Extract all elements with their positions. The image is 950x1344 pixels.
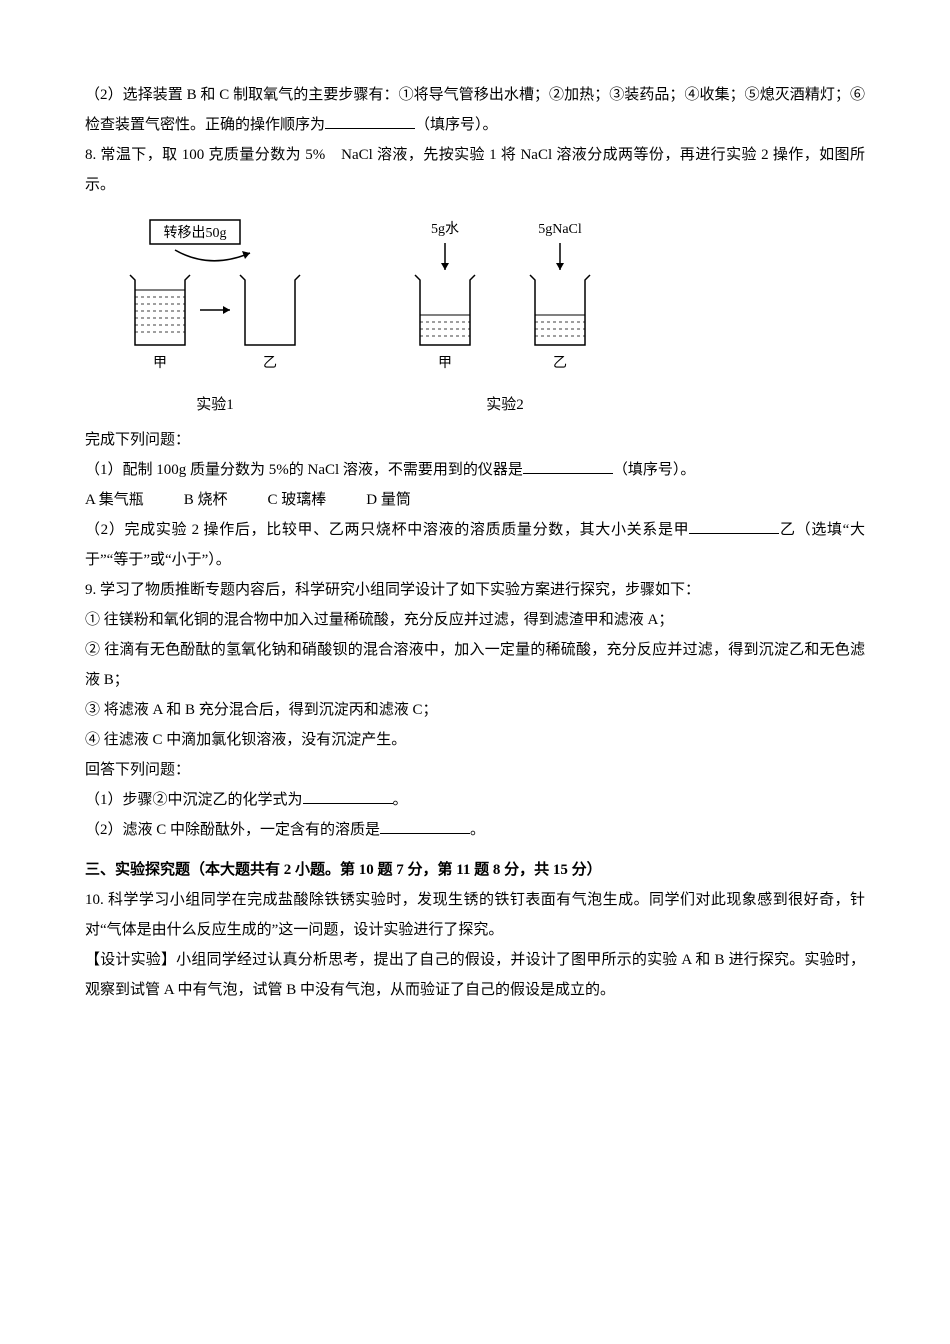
q9-p2-b: 。 bbox=[470, 822, 485, 838]
q8-followup: 完成下列问题： bbox=[85, 425, 865, 455]
q8-p2-blank[interactable] bbox=[689, 518, 779, 534]
q8-p1: （1）配制 100g 质量分数为 5%的 NaCl 溶液，不需要用到的仪器是 （填… bbox=[85, 455, 865, 485]
exp2-caption: 实验2 bbox=[486, 390, 524, 420]
q9-stem-text: 学习了物质推断专题内容后，科学研究小组同学设计了如下实验方案进行探究，步骤如下： bbox=[96, 582, 700, 598]
transfer-label: 转移出50g bbox=[164, 225, 227, 241]
q9-s3: ③ 将滤液 A 和 B 充分混合后，得到沉淀丙和滤液 C； bbox=[85, 695, 865, 725]
q9-p2-blank[interactable] bbox=[380, 818, 470, 834]
experiment-1: 转移出50g 甲 乙 bbox=[105, 215, 325, 420]
q9-s2: ② 往滴有无色酚酞的氢氧化钠和硝酸钡的混合溶液中，加入一定量的稀硫酸，充分反应并… bbox=[85, 635, 865, 695]
water-label: 5g水 bbox=[431, 221, 459, 237]
q9-p1-b: 。 bbox=[393, 792, 408, 808]
q9-answer-hdr: 回答下列问题： bbox=[85, 755, 865, 785]
q9-s1: ① 往镁粉和氧化铜的混合物中加入过量稀硫酸，充分反应并过滤，得到滤渣甲和滤液 A… bbox=[85, 605, 865, 635]
q8-p1-blank[interactable] bbox=[523, 458, 613, 474]
q10-design-hdr: 【设计实验】 bbox=[85, 952, 176, 968]
jia-label-1: 甲 bbox=[153, 356, 167, 371]
q7-part2: （2）选择装置 B 和 C 制取氧气的主要步骤有：①将导气管移出水槽；②加热；③… bbox=[85, 80, 865, 140]
q9-p1: （1）步骤②中沉淀乙的化学式为 。 bbox=[85, 785, 865, 815]
q10-stem-text: 科学学习小组同学在完成盐酸除铁锈实验时，发现生锈的铁钉表面有气泡生成。同学们对此… bbox=[85, 892, 865, 938]
yi-label-1: 乙 bbox=[263, 355, 277, 371]
q9-p2-a: （2）滤液 C 中除酚酞外，一定含有的溶质是 bbox=[85, 822, 380, 838]
q8-stem-text: 常温下，取 100 克质量分数为 5% NaCl 溶液，先按实验 1 将 NaC… bbox=[85, 147, 865, 193]
q7-blank[interactable] bbox=[325, 113, 415, 129]
exp2-svg: 5g水 5gNaCl 甲 乙 bbox=[385, 215, 625, 385]
q8-num: 8. bbox=[85, 147, 96, 163]
exp1-caption: 实验1 bbox=[196, 390, 234, 420]
q8-p1-b: （填序号）。 bbox=[613, 462, 696, 478]
experiment-2: 5g水 5gNaCl 甲 乙 bbox=[385, 215, 625, 420]
q8-diagrams: 转移出50g 甲 乙 bbox=[105, 215, 865, 420]
q9-p1-blank[interactable] bbox=[303, 788, 393, 804]
q7-part2-tail: （填序号）。 bbox=[415, 117, 498, 133]
q9-p1-a: （1）步骤②中沉淀乙的化学式为 bbox=[85, 792, 303, 808]
nacl-label: 5gNaCl bbox=[538, 222, 582, 237]
q10-design: 【设计实验】小组同学经过认真分析思考，提出了自己的假设，并设计了图甲所示的实验 … bbox=[85, 945, 865, 1005]
exp1-svg: 转移出50g 甲 乙 bbox=[105, 215, 325, 385]
opt-b: B 烧杯 bbox=[184, 485, 228, 515]
opt-d: D 量筒 bbox=[366, 485, 411, 515]
q10-num: 10. bbox=[85, 892, 104, 908]
q8-p2-a: （2）完成实验 2 操作后，比较甲、乙两只烧杯中溶液的溶质质量分数，其大小关系是… bbox=[85, 522, 689, 538]
q9-num: 9. bbox=[85, 582, 96, 598]
q10-design-body: 小组同学经过认真分析思考，提出了自己的假设，并设计了图甲所示的实验 A 和 B … bbox=[85, 952, 865, 998]
yi-label-2: 乙 bbox=[553, 355, 567, 371]
section-3-title: 三、实验探究题（本大题共有 2 小题。第 10 题 7 分，第 11 题 8 分… bbox=[85, 855, 865, 885]
q9-stem: 9. 学习了物质推断专题内容后，科学研究小组同学设计了如下实验方案进行探究，步骤… bbox=[85, 575, 865, 605]
q9-s4: ④ 往滤液 C 中滴加氯化钡溶液，没有沉淀产生。 bbox=[85, 725, 865, 755]
q8-stem: 8. 常温下，取 100 克质量分数为 5% NaCl 溶液，先按实验 1 将 … bbox=[85, 140, 865, 200]
q8-p2: （2）完成实验 2 操作后，比较甲、乙两只烧杯中溶液的溶质质量分数，其大小关系是… bbox=[85, 515, 865, 575]
opt-c: C 玻璃棒 bbox=[268, 485, 327, 515]
q8-p1-a: （1）配制 100g 质量分数为 5%的 NaCl 溶液，不需要用到的仪器是 bbox=[85, 462, 523, 478]
q10-stem: 10. 科学学习小组同学在完成盐酸除铁锈实验时，发现生锈的铁钉表面有气泡生成。同… bbox=[85, 885, 865, 945]
opt-a: A 集气瓶 bbox=[85, 485, 144, 515]
q8-options: A 集气瓶 B 烧杯 C 玻璃棒 D 量筒 bbox=[85, 485, 865, 515]
jia-label-2: 甲 bbox=[438, 356, 452, 371]
q9-p2: （2）滤液 C 中除酚酞外，一定含有的溶质是 。 bbox=[85, 815, 865, 845]
